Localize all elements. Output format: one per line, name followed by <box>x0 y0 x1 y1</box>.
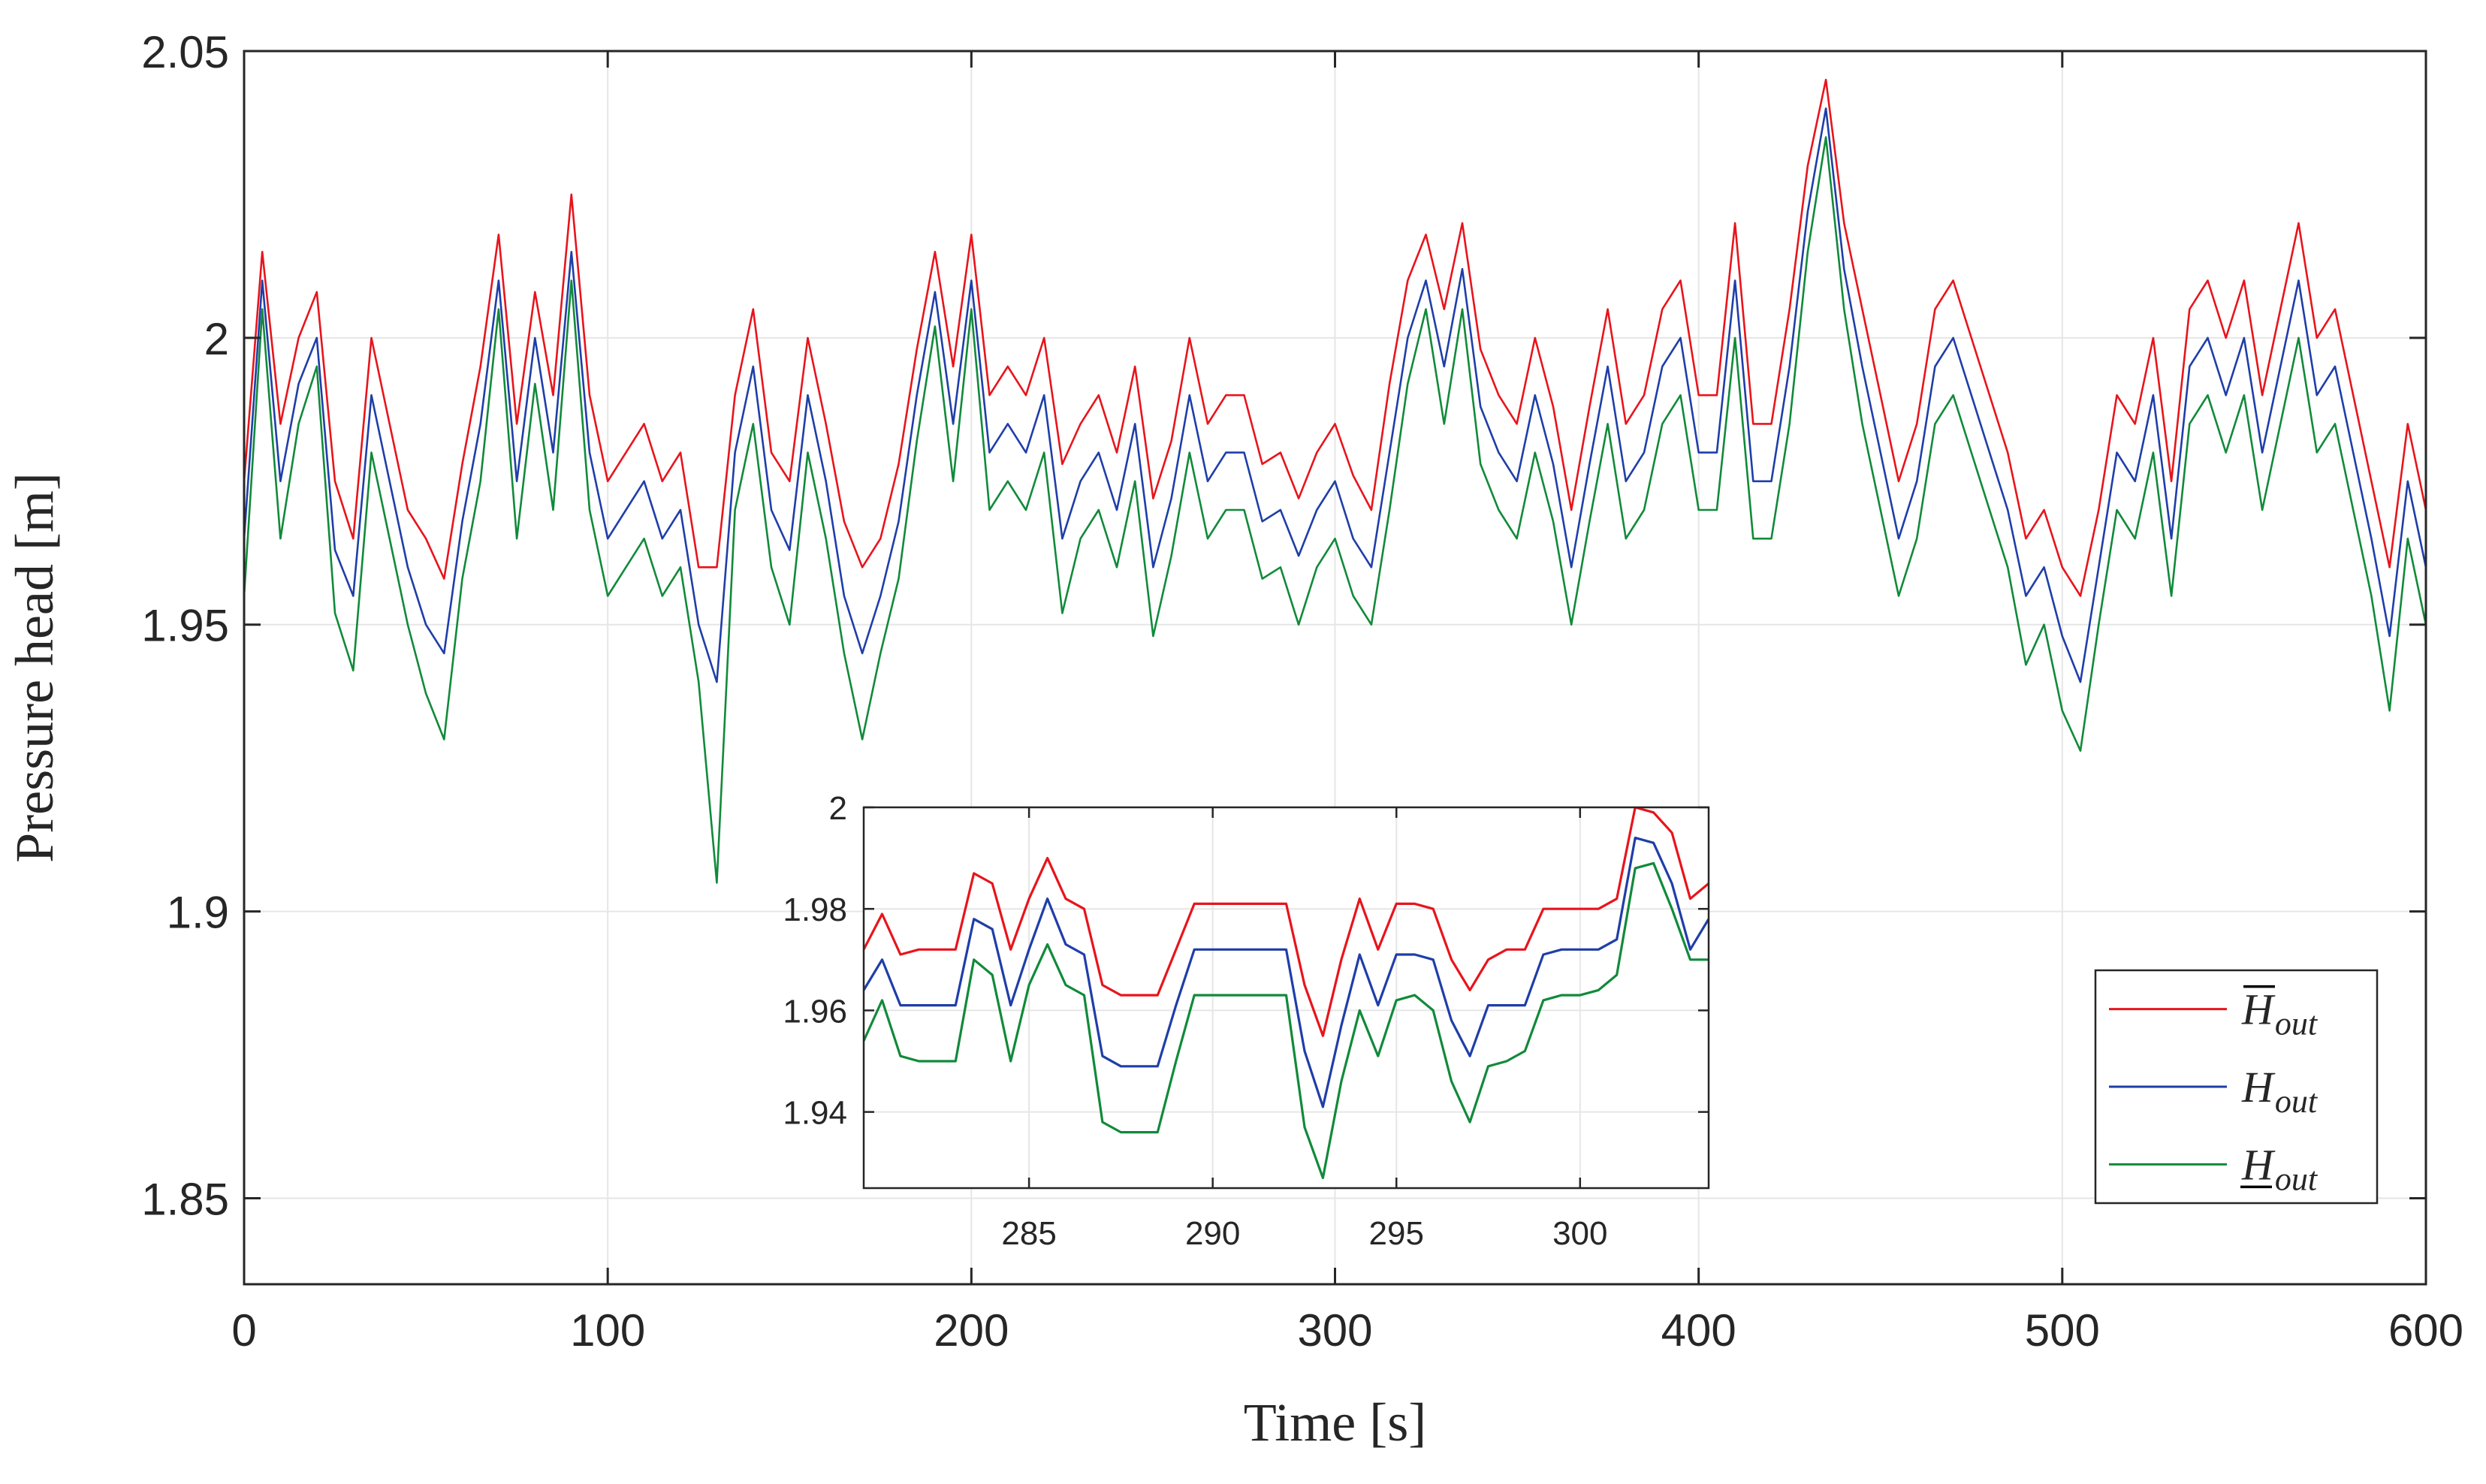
main-ytick-label-1: 1.9 <box>167 888 229 938</box>
y-axis-title: Pressure head [m] <box>5 472 65 863</box>
inset-zoom-panel: 285 290 295 300 1.94 1.96 1.98 2 <box>783 790 1710 1252</box>
main-xtick-label-6: 600 <box>2388 1305 2463 1356</box>
inset-series-line-0 <box>864 807 1709 1037</box>
legend-symbol-2: H <box>2241 1140 2276 1189</box>
main-ytick-label-0: 1.85 <box>141 1174 229 1224</box>
legend-subscript-0: out <box>2275 1006 2319 1042</box>
main-ticks: 0 100 200 300 400 500 600 1.85 1.9 1.95 2 2.05 <box>141 27 2463 1356</box>
inset-ytick-label-0: 1.94 <box>783 1095 847 1132</box>
legend-label-0: Hout <box>2241 985 2319 1042</box>
main-xtick-label-4: 400 <box>1661 1305 1736 1356</box>
x-axis-title: Time [s] <box>1244 1392 1426 1452</box>
main-xtick-label-1: 100 <box>570 1305 645 1356</box>
legend-label-1: Hout <box>2241 1063 2319 1120</box>
inset-xtick-label-3: 300 <box>1552 1215 1607 1252</box>
main-series-line-2 <box>244 136 2426 884</box>
main-xtick-label-3: 300 <box>1297 1305 1372 1356</box>
inset-series-line-2 <box>864 861 1709 1180</box>
main-xtick-label-5: 500 <box>2025 1305 2100 1356</box>
main-xtick-label-0: 0 <box>231 1305 256 1356</box>
legend-subscript-2: out <box>2275 1160 2319 1197</box>
inset-frame-box <box>862 806 1710 1190</box>
main-series-line-0 <box>244 78 2426 597</box>
legend-symbol-1: H <box>2241 1063 2276 1111</box>
legend-subscript-1: out <box>2275 1083 2319 1120</box>
main-xtick-label-2: 200 <box>934 1305 1009 1356</box>
main-ytick-label-3: 2 <box>204 314 229 364</box>
inset-ytick-label-1: 1.96 <box>783 993 847 1030</box>
inset-xtick-label-0: 285 <box>1001 1215 1056 1252</box>
main-ytick-label-2: 1.95 <box>141 601 229 651</box>
inset-xtick-label-2: 295 <box>1369 1215 1424 1252</box>
legend-symbol-0: H <box>2241 985 2276 1034</box>
main-ytick-label-4: 2.05 <box>141 27 229 77</box>
inset-axes-frame <box>862 806 1710 1190</box>
inset-series-group <box>864 807 1709 1180</box>
legend-label-2: Hout <box>2241 1140 2319 1197</box>
inset-ytick-label-2: 1.98 <box>783 891 847 928</box>
inset-ticks: 285 290 295 300 1.94 1.96 1.98 2 <box>783 790 1709 1252</box>
inset-ytick-label-3: 2 <box>829 790 847 827</box>
inset-xtick-label-1: 290 <box>1185 1215 1240 1252</box>
inset-series-line-1 <box>864 837 1709 1108</box>
main-series-group <box>244 78 2426 884</box>
main-series-line-1 <box>244 107 2426 683</box>
